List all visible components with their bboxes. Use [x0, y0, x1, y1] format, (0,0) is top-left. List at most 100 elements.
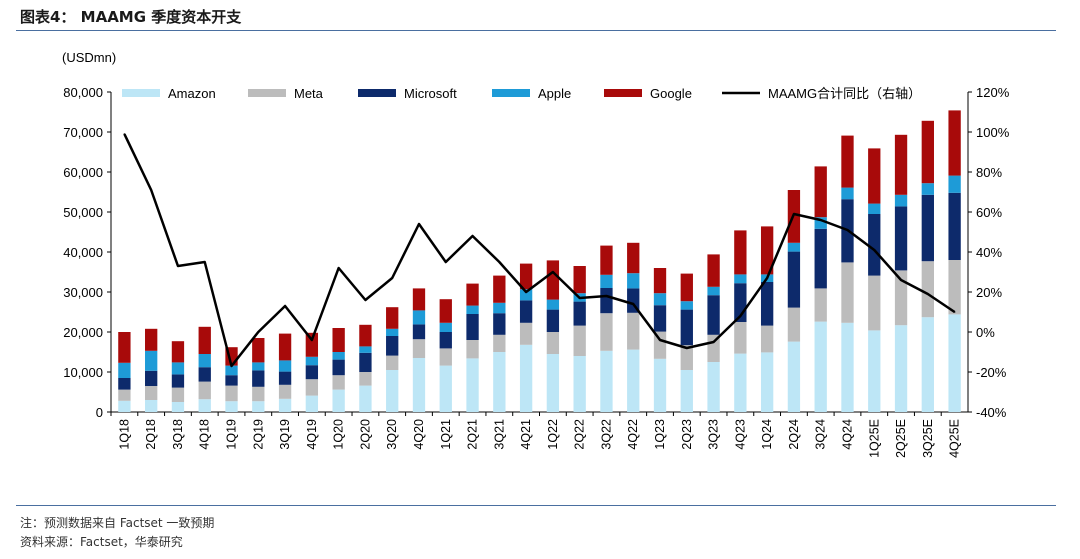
bar-segment — [734, 322, 747, 354]
bar-segment — [841, 322, 854, 412]
bar-segment — [921, 317, 934, 412]
legend-label: Microsoft — [404, 86, 457, 101]
bar-segment — [439, 322, 452, 332]
x-tick-label: 3Q21 — [492, 419, 506, 450]
bar-segment — [171, 387, 185, 402]
bar-segment — [493, 302, 506, 314]
bar-segment — [921, 120, 934, 184]
bar-segment — [868, 148, 881, 204]
yoy-point — [444, 261, 447, 263]
y-right-tick-label: 120% — [976, 85, 1010, 100]
bar-segment — [439, 348, 452, 366]
bar-segment — [841, 135, 854, 188]
bar-segment — [145, 350, 158, 371]
bar-segment — [573, 301, 586, 326]
bar-segment — [386, 336, 399, 356]
yoy-point — [337, 267, 340, 269]
bar-segment — [198, 381, 211, 400]
x-tick-label: 2Q21 — [466, 419, 480, 450]
yoy-line — [123, 133, 956, 368]
legend-swatch — [358, 89, 396, 97]
legend-swatch — [604, 89, 642, 97]
bar-segment — [814, 288, 827, 322]
y-right-tick-label: 100% — [976, 125, 1010, 140]
x-tick-label: 1Q24 — [760, 419, 774, 450]
bar-segment — [412, 339, 426, 358]
x-tick-label: 4Q18 — [198, 419, 212, 450]
bar-segment — [787, 307, 801, 342]
yoy-point — [632, 303, 635, 305]
bar-segment — [359, 372, 372, 386]
y-left-tick-label: 30,000 — [63, 285, 103, 300]
y-left-tick-label: 80,000 — [63, 85, 103, 100]
bar-segment — [145, 328, 158, 351]
x-tick-label: 3Q25E — [921, 419, 935, 458]
bar-segment — [198, 354, 211, 368]
bar-segment — [787, 251, 801, 308]
bar-segment — [894, 206, 908, 271]
bar-segment — [359, 385, 372, 412]
bar-segment — [466, 358, 479, 412]
bar-segment — [868, 275, 881, 331]
bar-segment — [948, 192, 961, 260]
bar-segment — [653, 331, 667, 359]
yoy-point — [766, 277, 768, 279]
yoy-point — [418, 223, 420, 225]
bar-segment — [814, 321, 827, 412]
bar-segment — [894, 194, 908, 207]
yoy-point — [605, 295, 608, 297]
yoy-point — [471, 235, 474, 237]
bar-segment — [787, 242, 801, 252]
y-right-tick-label: -40% — [976, 405, 1007, 420]
y-right-tick-label: 80% — [976, 165, 1002, 180]
x-tick-label: 2Q24 — [787, 419, 801, 450]
bar-segment — [546, 354, 560, 412]
bar-series — [118, 110, 961, 412]
bar-segment — [734, 274, 747, 284]
bar-segment — [948, 175, 961, 193]
bar-segment — [734, 353, 747, 412]
bar-segment — [948, 314, 961, 412]
legend-swatch — [122, 89, 160, 97]
y-left-tick-label: 20,000 — [63, 325, 103, 340]
yoy-point — [873, 249, 876, 251]
bar-segment — [171, 362, 185, 375]
x-tick-label: 3Q24 — [814, 419, 828, 450]
x-tick-label: 1Q25E — [867, 419, 881, 458]
bar-segment — [707, 295, 720, 335]
bottom-divider — [16, 505, 1056, 506]
bar-segment — [653, 293, 667, 306]
bar-segment — [519, 344, 533, 412]
yoy-point — [712, 341, 715, 343]
bar-segment — [278, 371, 292, 385]
y-right-tick-label: 60% — [976, 205, 1002, 220]
y-left-tick-label: 0 — [96, 405, 103, 420]
capex-chart: (USDmn) 0 10,000 20,000 30,000 40,000 50,000 60… — [62, 50, 1010, 458]
bar-segment — [386, 355, 399, 370]
top-divider — [16, 30, 1056, 31]
bar-segment — [814, 166, 827, 218]
legend-label: Meta — [294, 86, 324, 101]
bar-segment — [439, 332, 452, 349]
bar-segment — [225, 385, 238, 402]
bar-segment — [760, 352, 774, 412]
bar-segment — [118, 400, 131, 412]
x-tick-label: 3Q20 — [385, 419, 399, 450]
bar-segment — [868, 330, 881, 412]
yoy-point — [900, 279, 902, 281]
yoy-point — [659, 339, 661, 341]
bar-segment — [680, 345, 693, 370]
bar-segment — [814, 228, 827, 289]
bar-segment — [118, 389, 131, 401]
bar-segment — [868, 203, 881, 214]
bar-segment — [868, 214, 881, 276]
bar-segment — [600, 350, 613, 412]
bar-segment — [145, 386, 158, 400]
yoy-point — [525, 291, 527, 293]
footnote: 注：预测数据来自 Factset 一致预期 — [20, 516, 215, 530]
yoy-point — [793, 213, 795, 215]
bar-segment — [787, 341, 801, 412]
x-tick-label: 4Q20 — [412, 419, 426, 450]
yoy-point — [846, 229, 849, 231]
bar-segment — [278, 398, 292, 412]
